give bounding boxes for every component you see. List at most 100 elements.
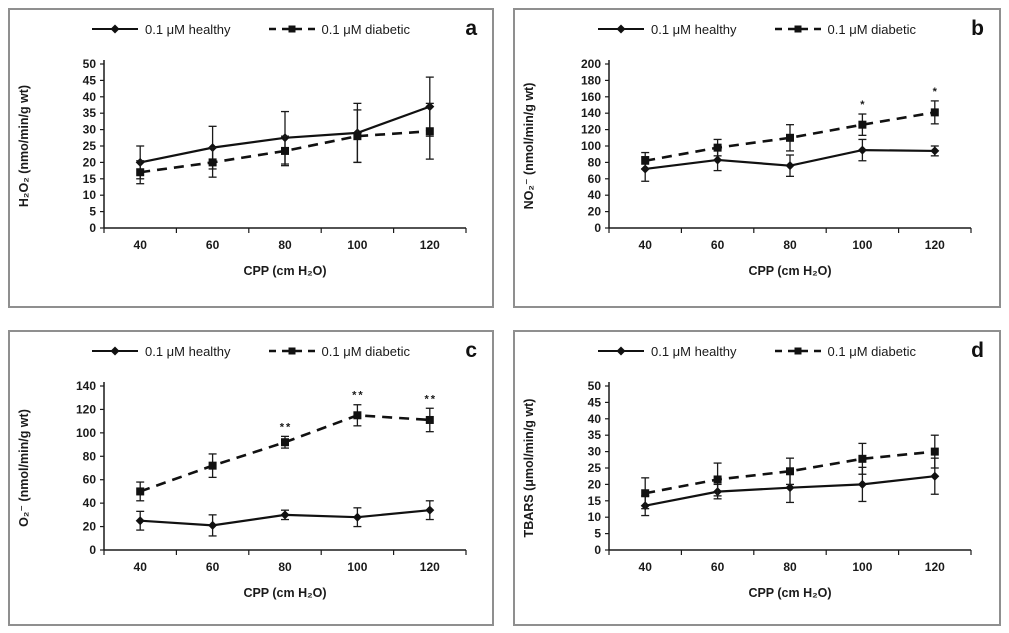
legend-label-healthy: 0.1 μM healthy [651, 343, 737, 359]
svg-text:5: 5 [89, 205, 96, 219]
svg-text:60: 60 [83, 473, 97, 487]
svg-text:100: 100 [76, 426, 96, 440]
chart-d: 0 5 10 15 20 25 30 35 40 45 50 40 60 80 100 120 CPP (cm … [522, 379, 972, 600]
svg-text:CPP (cm H₂O): CPP (cm H₂O) [243, 264, 326, 278]
svg-text:60: 60 [711, 238, 725, 252]
svg-text:80: 80 [278, 238, 292, 252]
solid-line-diamond-swatch [92, 23, 138, 35]
svg-text:40: 40 [83, 496, 97, 510]
svg-text:O₂⁻ (nmol/min/g wt): O₂⁻ (nmol/min/g wt) [17, 409, 31, 527]
svg-text:60: 60 [711, 560, 725, 574]
svg-text:40: 40 [639, 560, 653, 574]
svg-text:25: 25 [83, 139, 97, 153]
svg-text:0: 0 [89, 543, 96, 557]
svg-text:20: 20 [588, 477, 602, 491]
svg-text:100: 100 [852, 238, 872, 252]
legend-item-healthy: 0.1 μM healthy [598, 22, 737, 37]
legend-item-diabetic: 0.1 μM diabetic [268, 21, 410, 37]
svg-text:**: ** [352, 390, 365, 402]
svg-text:60: 60 [206, 560, 220, 574]
panel-letter-c: c [465, 339, 477, 362]
svg-text:80: 80 [783, 560, 797, 574]
panel-c: 0.1 μM healthy 0.1 μM diabetic c 0 20 40 60… [8, 330, 494, 626]
svg-text:5: 5 [594, 527, 601, 541]
svg-text:20: 20 [588, 205, 602, 219]
svg-text:10: 10 [588, 510, 602, 524]
legend-item-healthy: 0.1 μM healthy [92, 344, 231, 359]
svg-text:45: 45 [83, 73, 97, 87]
panel-letter-a: a [465, 17, 477, 40]
svg-text:0: 0 [594, 221, 601, 235]
legend-label-healthy: 0.1 μM healthy [145, 343, 231, 359]
svg-text:TBARS (μmol/min/g wt): TBARS (μmol/min/g wt) [522, 399, 536, 538]
legend: 0.1 μM healthy 0.1 μM diabetic [515, 20, 999, 38]
solid-line-diamond-swatch [598, 23, 644, 35]
svg-text:120: 120 [581, 123, 601, 137]
legend-label-diabetic: 0.1 μM diabetic [321, 21, 410, 37]
svg-text:80: 80 [588, 155, 602, 169]
dashed-line-square-swatch [268, 345, 315, 357]
legend-label-diabetic: 0.1 μM diabetic [827, 343, 916, 359]
svg-text:0: 0 [89, 221, 96, 235]
svg-text:140: 140 [76, 379, 96, 393]
svg-text:35: 35 [588, 428, 602, 442]
svg-text:40: 40 [134, 560, 148, 574]
legend-item-healthy: 0.1 μM healthy [598, 344, 737, 359]
legend-label-healthy: 0.1 μM healthy [651, 21, 737, 37]
svg-text:**: ** [280, 421, 293, 433]
svg-text:40: 40 [83, 90, 97, 104]
legend: 0.1 μM healthy 0.1 μM diabetic [515, 342, 999, 360]
svg-text:*: * [860, 99, 866, 111]
legend-item-diabetic: 0.1 μM diabetic [774, 343, 916, 359]
svg-text:100: 100 [347, 238, 367, 252]
svg-text:20: 20 [83, 155, 97, 169]
svg-text:80: 80 [783, 238, 797, 252]
chart-c: 0 20 40 60 80 100 120 140 40 60 80 100 120 CPP (cm H₂… [17, 379, 467, 600]
legend-item-diabetic: 0.1 μM diabetic [268, 344, 410, 359]
svg-text:0: 0 [594, 543, 601, 557]
panel-b: 0.1 μM healthy 0.1 μM diabetic b 0 20 40 60… [513, 8, 1001, 308]
legend-label-diabetic: 0.1 μM diabetic [827, 21, 916, 37]
svg-text:160: 160 [581, 90, 601, 104]
dashed-line-square-swatch [774, 23, 821, 35]
dashed-line-square-swatch [268, 23, 315, 35]
svg-text:CPP (cm H₂O): CPP (cm H₂O) [748, 586, 831, 600]
svg-text:120: 120 [420, 238, 440, 252]
panel-a: 0.1 μM healthy 0.1 μM diabetic a 0 5 10 15 2… [8, 8, 494, 308]
svg-text:40: 40 [134, 238, 148, 252]
svg-text:NO₂⁻ (nmol/min/g wt): NO₂⁻ (nmol/min/g wt) [522, 83, 536, 210]
svg-text:45: 45 [588, 395, 602, 409]
svg-text:30: 30 [83, 123, 97, 137]
chart-b: 0 20 40 60 80 100 120 140 160 180 200 40 60 80 100 120 C… [522, 57, 972, 278]
legend-item-diabetic: 0.1 μM diabetic [774, 21, 916, 37]
svg-text:CPP (cm H₂O): CPP (cm H₂O) [748, 264, 831, 278]
svg-text:35: 35 [83, 106, 97, 120]
svg-text:50: 50 [588, 379, 602, 393]
panel-letter-b: b [971, 17, 984, 40]
panel-d: 0.1 μM healthy 0.1 μM diabetic d 0 5 10 15 2… [513, 330, 1001, 626]
svg-text:120: 120 [925, 560, 945, 574]
svg-text:140: 140 [581, 106, 601, 120]
solid-line-diamond-swatch [92, 345, 138, 357]
svg-text:40: 40 [639, 238, 653, 252]
svg-text:40: 40 [588, 188, 602, 202]
svg-text:100: 100 [581, 139, 601, 153]
panel-letter-d: d [971, 339, 984, 362]
svg-text:**: ** [425, 393, 438, 405]
svg-text:40: 40 [588, 412, 602, 426]
chart-a: 0 5 10 15 20 25 30 35 40 45 50 40 60 80 100 120 CPP (cm … [17, 57, 467, 278]
svg-text:120: 120 [420, 560, 440, 574]
legend-label-healthy: 0.1 μM healthy [145, 21, 231, 37]
solid-line-diamond-swatch [598, 345, 644, 357]
svg-text:80: 80 [278, 560, 292, 574]
legend: 0.1 μM healthy 0.1 μM diabetic [10, 20, 492, 38]
legend: 0.1 μM healthy 0.1 μM diabetic [10, 342, 492, 360]
svg-text:20: 20 [83, 520, 97, 534]
svg-text:CPP (cm H₂O): CPP (cm H₂O) [243, 586, 326, 600]
svg-text:100: 100 [852, 560, 872, 574]
svg-text:120: 120 [76, 402, 96, 416]
svg-text:15: 15 [588, 494, 602, 508]
dashed-line-square-swatch [774, 345, 821, 357]
svg-text:25: 25 [588, 461, 602, 475]
